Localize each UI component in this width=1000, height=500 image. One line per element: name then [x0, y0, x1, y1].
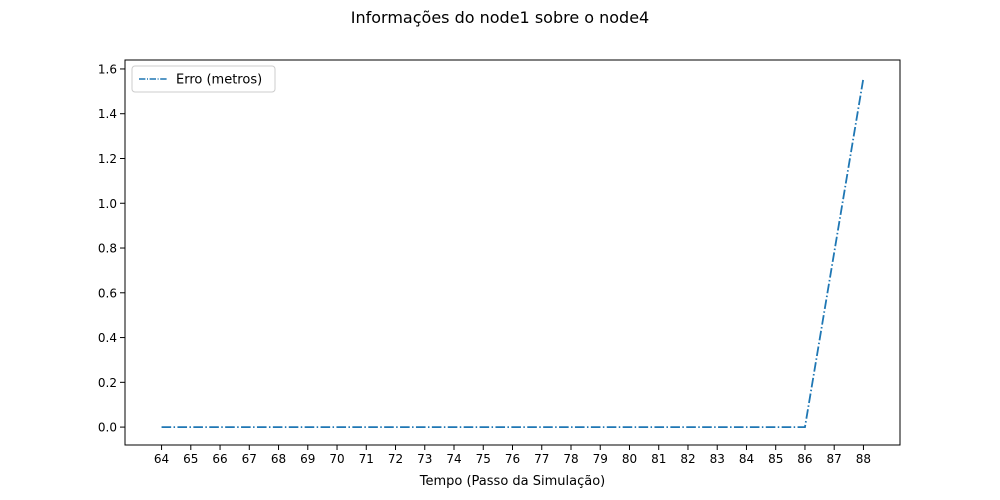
x-tick-label: 71 [359, 452, 374, 466]
x-tick-label: 70 [329, 452, 344, 466]
x-tick-label: 69 [300, 452, 315, 466]
x-tick-label: 88 [856, 452, 871, 466]
x-tick-label: 77 [534, 452, 549, 466]
x-tick-label: 81 [651, 452, 666, 466]
x-tick-label: 79 [593, 452, 608, 466]
x-tick-label: 78 [563, 452, 578, 466]
y-axis-ticks: 0.0 0.2 0.4 0.6 0.8 1.0 1.2 1.4 1.6 [98, 62, 125, 435]
x-tick-label: 75 [476, 452, 491, 466]
y-tick-label: 1.4 [98, 107, 117, 121]
y-tick-label: 0.8 [98, 242, 117, 256]
y-tick-label: 0.0 [98, 421, 117, 435]
plot-frame [124, 59, 901, 446]
x-tick-label: 68 [271, 452, 286, 466]
x-tick-label: 80 [622, 452, 637, 466]
x-tick-label: 66 [212, 452, 227, 466]
x-tick-label: 82 [680, 452, 695, 466]
chart-marks [161, 77, 865, 428]
x-tick-label: 84 [739, 452, 754, 466]
legend: Erro (metros) [131, 65, 276, 93]
x-tick-label: 72 [388, 452, 403, 466]
y-tick-label: 1.6 [98, 62, 117, 76]
legend-box [131, 65, 276, 93]
series-line-0 [161, 77, 865, 428]
legend-label: Erro (metros) [176, 73, 262, 88]
x-tick-label: 86 [797, 452, 812, 466]
y-tick-label: 1.2 [98, 152, 117, 166]
y-tick-label: 0.2 [98, 376, 117, 390]
x-axis-label: Tempo (Passo da Simulação) [419, 474, 606, 489]
x-tick-label: 74 [446, 452, 461, 466]
y-tick-label: 0.6 [98, 286, 117, 300]
y-tick-label: 1.0 [98, 197, 117, 211]
x-tick-label: 87 [827, 452, 842, 466]
x-tick-label: 67 [242, 452, 257, 466]
x-tick-label: 73 [417, 452, 432, 466]
x-tick-label: 85 [768, 452, 783, 466]
x-tick-label: 83 [710, 452, 725, 466]
chart-title: Informações do node1 sobre o node4 [350, 8, 650, 27]
x-tick-label: 64 [154, 452, 169, 466]
x-axis-ticks: 64 65 66 67 68 69 70 71 72 73 74 75 76 77 78 79 80 81 82 83… [154, 445, 871, 466]
y-tick-label: 0.4 [98, 331, 117, 345]
x-tick-label: 76 [505, 452, 520, 466]
x-tick-label: 65 [183, 452, 198, 466]
